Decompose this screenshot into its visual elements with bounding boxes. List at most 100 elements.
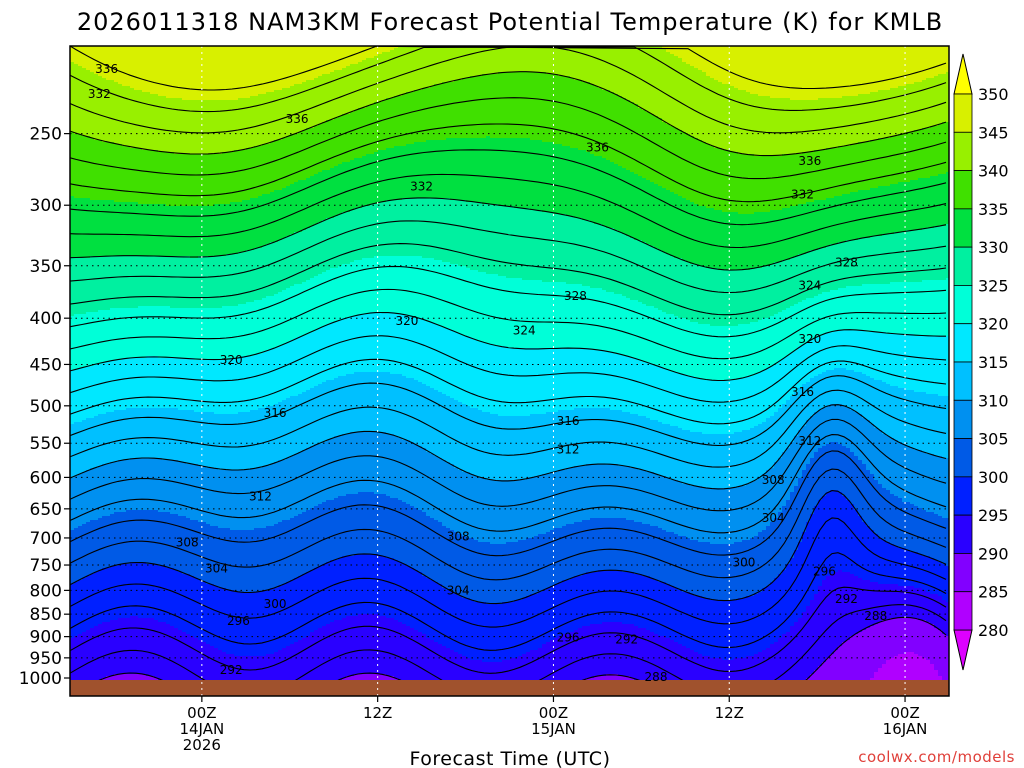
theta-fill-cell	[426, 140, 431, 199]
theta-fill-cell	[186, 518, 191, 575]
theta-fill-cell	[938, 226, 943, 281]
theta-fill-cell	[930, 280, 935, 337]
contour-296	[70, 552, 947, 651]
theta-fill-cell	[534, 650, 539, 696]
theta-fill-cell	[894, 656, 899, 696]
theta-fill-cell	[762, 156, 767, 213]
theta-fill-cell	[810, 416, 815, 459]
theta-fill-cell	[790, 306, 795, 353]
theta-fill-cell	[326, 46, 331, 75]
theta-fill-cell	[454, 532, 459, 595]
theta-fill-cell	[74, 476, 79, 529]
theta-fill-cell	[282, 46, 287, 89]
theta-fill-cell	[862, 580, 867, 631]
theta-fill-cell	[942, 74, 947, 123]
theta-fill-cell	[238, 252, 243, 305]
theta-fill-cell	[586, 46, 591, 83]
theta-fill-cell	[502, 416, 507, 481]
theta-fill-cell	[146, 408, 151, 459]
theta-fill-cell	[274, 404, 279, 463]
theta-fill-cell	[334, 46, 339, 71]
theta-fill-cell	[506, 72, 511, 139]
theta-fill-cell	[182, 154, 187, 207]
theta-fill-cell	[642, 110, 647, 179]
theta-fill-cell	[870, 92, 875, 141]
theta-fill-cell	[542, 590, 547, 645]
theta-fill-cell	[206, 524, 211, 585]
theta-fill-cell	[734, 326, 739, 381]
theta-fill-cell	[718, 380, 723, 435]
theta-fill-cell	[182, 516, 187, 575]
theta-fill-cell	[874, 534, 879, 583]
theta-fill-cell	[74, 198, 79, 259]
theta-fill-cell	[774, 518, 779, 579]
theta-fill-cell	[378, 150, 383, 203]
theta-fill-cell	[590, 624, 595, 679]
theta-fill-cell	[258, 196, 263, 249]
theta-fill-cell	[486, 412, 491, 481]
theta-fill-cell	[514, 416, 519, 481]
theta-fill-cell	[678, 536, 683, 591]
theta-fill-cell	[246, 98, 251, 149]
theta-fill-cell	[386, 434, 391, 497]
theta-fill-cell	[698, 266, 703, 325]
theta-fill-cell	[174, 154, 179, 207]
theta-fill-cell	[182, 308, 187, 359]
theta-fill-cell	[742, 154, 747, 215]
theta-fill-cell	[906, 84, 911, 133]
theta-fill-cell	[118, 564, 123, 619]
theta-fill-cell	[922, 452, 927, 511]
theta-fill-cell	[470, 474, 475, 539]
theta-fill-cell	[650, 472, 655, 527]
theta-fill-cell	[102, 310, 107, 363]
theta-fill-cell	[798, 618, 803, 687]
theta-fill-cell	[214, 204, 219, 257]
theta-fill-cell	[786, 448, 791, 501]
theta-fill-cell	[610, 92, 615, 163]
theta-fill-cell	[822, 334, 827, 373]
theta-fill-cell	[406, 46, 411, 93]
theta-fill-cell	[666, 46, 671, 53]
theta-fill-cell	[534, 414, 539, 477]
theta-fill-cell	[830, 574, 835, 655]
theta-fill-cell	[566, 410, 571, 469]
theta-fill-cell	[278, 586, 283, 651]
theta-fill-cell	[86, 576, 91, 631]
theta-fill-cell	[630, 358, 635, 415]
theta-fill-cell	[526, 46, 531, 73]
theta-fill-cell	[274, 46, 279, 91]
theta-fill-cell	[810, 202, 815, 251]
theta-fill-cell	[698, 542, 703, 597]
theta-fill-cell	[334, 166, 339, 217]
theta-fill-cell	[754, 46, 759, 95]
contour-label: 308	[447, 529, 470, 543]
theta-fill-cell	[290, 396, 295, 457]
theta-fill-cell	[646, 46, 651, 113]
theta-fill-cell	[782, 154, 787, 209]
contour-324	[70, 265, 947, 338]
theta-fill-cell	[442, 198, 447, 263]
theta-fill-cell	[234, 470, 239, 531]
theta-fill-cell	[598, 464, 603, 519]
theta-fill-cell	[750, 46, 755, 95]
theta-fill-cell	[234, 150, 239, 203]
theta-fill-cell	[714, 434, 719, 489]
theta-fill-cell	[770, 98, 775, 157]
theta-fill-cell	[142, 92, 147, 151]
theta-fill-cell	[462, 200, 467, 267]
theta-fill-cell	[170, 46, 175, 99]
theta-fill-cell	[342, 434, 347, 497]
theta-fill-cell	[946, 278, 949, 337]
theta-fill-cell	[778, 46, 783, 99]
colorbar-swatch	[953, 285, 973, 325]
theta-fill-cell	[622, 466, 627, 519]
theta-fill-cell	[610, 570, 615, 623]
theta-fill-cell	[202, 206, 207, 257]
theta-fill-cell	[770, 366, 775, 417]
contour-label: 320	[798, 332, 821, 346]
theta-fill-cell	[118, 410, 123, 461]
theta-fill-cell	[322, 272, 327, 327]
theta-fill-cell	[238, 530, 243, 593]
theta-fill-cell	[770, 582, 775, 645]
theta-fill-cell	[114, 46, 119, 83]
